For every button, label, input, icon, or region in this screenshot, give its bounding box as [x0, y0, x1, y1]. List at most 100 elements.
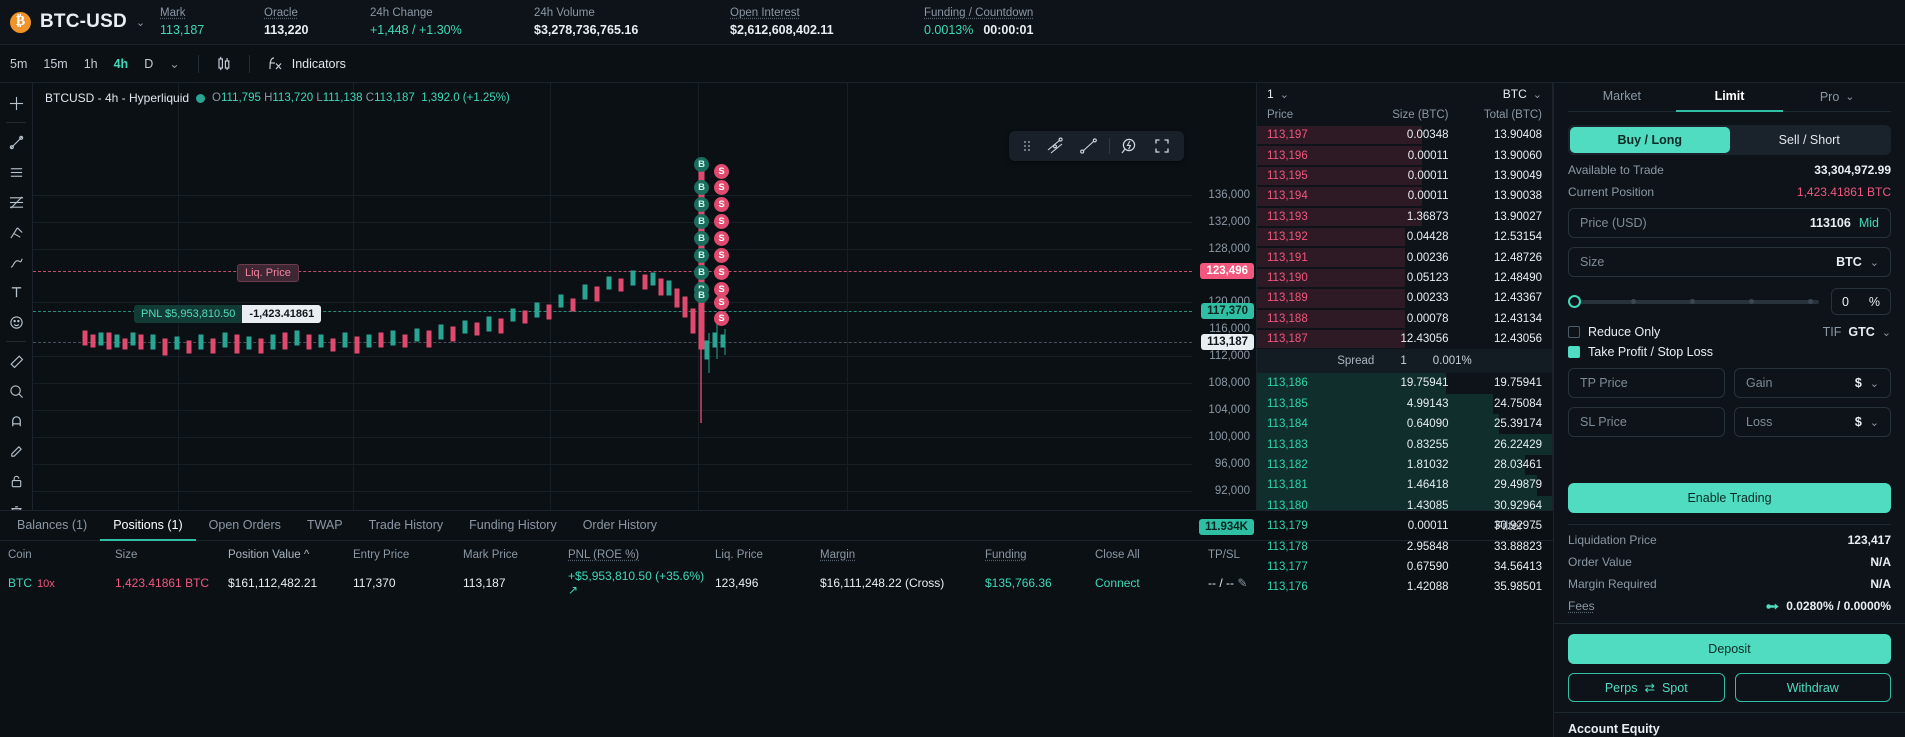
order-marker-buy[interactable]: B	[694, 265, 709, 280]
lock-icon[interactable]	[2, 467, 30, 495]
order-marker-sell[interactable]: S	[714, 231, 729, 246]
col-liq-price[interactable]: Liq. Price	[715, 549, 763, 561]
bid-row[interactable]: 113,179 0.00011 30.92975	[1257, 516, 1552, 537]
perps-spot-toggle[interactable]: Perps ⇄ Spot	[1568, 673, 1725, 702]
fx-icon[interactable]	[260, 51, 290, 76]
size-input[interactable]: Size BTC ⌄	[1568, 247, 1891, 277]
grouping-selector[interactable]: 1 ⌄	[1267, 87, 1289, 101]
tab-twap[interactable]: TWAP	[306, 517, 343, 532]
drag-handle-icon[interactable]	[1019, 136, 1035, 156]
ask-row[interactable]: 113,193 1.36873 13.90027	[1257, 207, 1552, 227]
bid-row[interactable]: 113,182 1.81032 28.03461	[1257, 454, 1552, 476]
emoji-icon[interactable]	[2, 308, 30, 336]
timeframe-4h[interactable]: 4h	[113, 56, 129, 71]
candlestick-icon[interactable]	[209, 51, 239, 76]
col-close-all[interactable]: Close All	[1095, 549, 1140, 561]
edit-pencil-icon[interactable]: ✎	[1237, 576, 1248, 590]
price-chart[interactable]: BTCUSD - 4h - Hyperliquid O111,795 H113,…	[33, 83, 1256, 737]
tab-trade-history[interactable]: Trade History	[368, 517, 444, 532]
tab-pro[interactable]: Pro ⌄	[1783, 83, 1891, 112]
tab-limit[interactable]: Limit	[1675, 83, 1784, 112]
indicators-button[interactable]: Indicators	[291, 56, 346, 71]
tif-selector[interactable]: TIF GTC ⌄	[1823, 325, 1891, 339]
col-funding[interactable]: Funding	[985, 549, 1027, 561]
tp-price-input[interactable]: TP Price	[1568, 368, 1725, 398]
order-marker-sell[interactable]: S	[714, 265, 729, 280]
reduce-only-checkbox[interactable]: Reduce Only	[1568, 325, 1660, 339]
table-row[interactable]: BTC 10x 1,423.41861 BTC $161,112,482.21 1…	[0, 569, 1553, 597]
bid-row[interactable]: 113,176 1.42088 35.98501	[1257, 577, 1552, 598]
order-marker-buy[interactable]: B	[694, 231, 709, 246]
order-marker-sell[interactable]: S	[714, 295, 729, 310]
col-pnl[interactable]: PNL (ROE %)	[568, 549, 640, 561]
bid-row[interactable]: 113,177 0.67590 34.56413	[1257, 556, 1552, 578]
chevron-down-icon[interactable]: ⌄	[1869, 416, 1879, 429]
fees-label[interactable]: Fees	[1568, 599, 1595, 613]
ask-row[interactable]: 113,192 0.04428 12.53154	[1257, 227, 1552, 247]
buy-long-button[interactable]: Buy / Long	[1570, 127, 1730, 153]
timeframe-more-chevron-icon[interactable]: ⌄	[169, 57, 180, 71]
gain-input[interactable]: Gain $ ⌄	[1734, 368, 1891, 398]
text-tool-icon[interactable]	[2, 278, 30, 306]
timeframe-15m[interactable]: 15m	[43, 56, 68, 71]
tab-market[interactable]: Market	[1602, 88, 1641, 103]
parallel-lines-icon[interactable]	[1041, 135, 1069, 157]
col-mark-price[interactable]: Mark Price	[463, 549, 518, 561]
col-position-value[interactable]: Position Value ^	[228, 549, 310, 561]
bid-row[interactable]: 113,184 0.64090 25.39174	[1257, 414, 1552, 435]
filter-button[interactable]: Filter ⌄	[1495, 519, 1539, 533]
ask-row[interactable]: 113,188 0.00078 12.43134	[1257, 309, 1552, 329]
ask-row[interactable]: 113,189 0.00233 12.43367	[1257, 288, 1552, 308]
zoom-icon[interactable]	[2, 377, 30, 405]
loss-input[interactable]: Loss $ ⌄	[1734, 407, 1891, 437]
fib-retracement-icon[interactable]	[2, 188, 30, 216]
tab-funding-history[interactable]: Funding History	[469, 517, 557, 532]
tab-open-orders[interactable]: Open Orders	[208, 517, 281, 532]
chevron-down-icon[interactable]: ⌄	[1869, 256, 1879, 269]
withdraw-button[interactable]: Withdraw	[1734, 673, 1891, 702]
slider-knob[interactable]	[1568, 295, 1581, 308]
floating-draw-toolbar[interactable]	[1009, 131, 1184, 161]
ask-row[interactable]: 113,195 0.00011 13.90049	[1257, 166, 1552, 186]
order-marker-buy[interactable]: B	[694, 197, 709, 212]
timeframe-D[interactable]: D	[144, 56, 154, 71]
chevron-down-icon[interactable]: ⌄	[135, 16, 146, 29]
order-marker-sell[interactable]: S	[714, 311, 729, 326]
col-entry-price[interactable]: Entry Price	[353, 549, 410, 561]
sl-price-input[interactable]: SL Price	[1568, 407, 1725, 437]
ask-row[interactable]: 113,190 0.05123 12.48490	[1257, 268, 1552, 288]
bid-row[interactable]: 113,185 4.99143 24.75084	[1257, 393, 1552, 415]
bid-row[interactable]: 113,186 19.75941 19.75941	[1257, 373, 1552, 394]
col-coin[interactable]: Coin	[8, 549, 32, 561]
ask-row[interactable]: 113,191 0.00236 12.48726	[1257, 247, 1552, 267]
sell-short-button[interactable]: Sell / Short	[1778, 133, 1840, 147]
tpsl-checkbox[interactable]: Take Profit / Stop Loss	[1568, 345, 1713, 359]
price-input[interactable]: Price (USD) 113106 Mid	[1568, 208, 1891, 238]
single-line-icon[interactable]	[1075, 135, 1103, 157]
order-marker-sell[interactable]: S	[714, 164, 729, 179]
mid-button[interactable]: Mid	[1858, 216, 1879, 230]
bid-row[interactable]: 113,178 2.95848 33.88823	[1257, 536, 1552, 557]
trend-line-icon[interactable]	[2, 128, 30, 156]
cell-close-connect[interactable]: Connect	[1095, 576, 1140, 590]
bid-row[interactable]: 113,180 1.43085 30.92964	[1257, 495, 1552, 517]
fullscreen-icon[interactable]	[1150, 136, 1174, 156]
order-marker-buy[interactable]: B	[694, 214, 709, 229]
order-marker-sell[interactable]: S	[714, 282, 729, 297]
magnet-icon[interactable]	[2, 407, 30, 435]
unit-selector[interactable]: BTC ⌄	[1503, 87, 1542, 101]
order-marker-sell[interactable]: S	[714, 180, 729, 195]
order-marker-sell[interactable]: S	[714, 248, 729, 263]
order-marker-buy[interactable]: B	[694, 248, 709, 263]
ruler-icon[interactable]	[2, 347, 30, 375]
pitchfork-icon[interactable]	[2, 218, 30, 246]
ask-row[interactable]: 113,187 12.43056 12.43056	[1257, 329, 1552, 349]
brush-icon[interactable]	[2, 248, 30, 276]
timeframe-5m[interactable]: 5m	[10, 56, 28, 71]
order-marker-sell[interactable]: S	[714, 214, 729, 229]
ask-row[interactable]: 113,196 0.00011 13.90060	[1257, 145, 1552, 165]
ask-row[interactable]: 113,197 0.00348 13.90408	[1257, 125, 1552, 145]
size-slider[interactable]	[1568, 295, 1819, 309]
order-marker-sell[interactable]: S	[714, 197, 729, 212]
order-marker-buy[interactable]: B	[694, 157, 709, 172]
